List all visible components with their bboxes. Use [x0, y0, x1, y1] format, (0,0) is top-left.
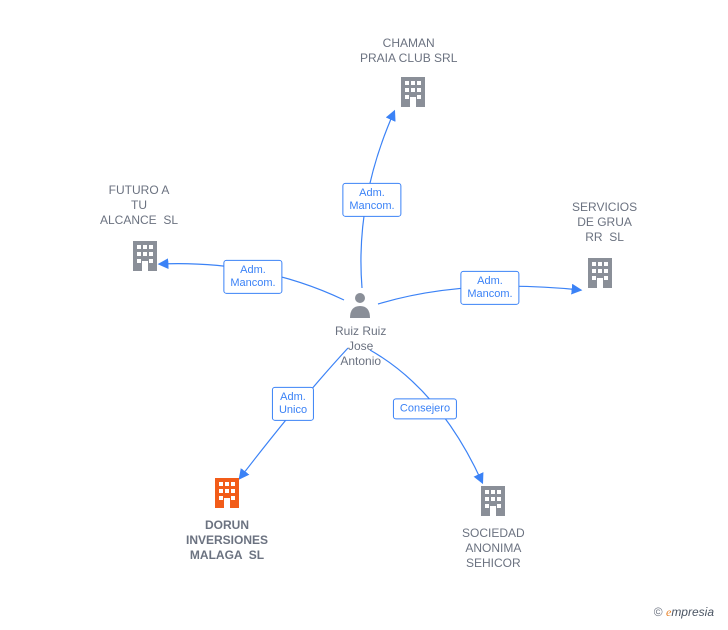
- watermark: © empresia: [654, 605, 714, 620]
- center-node-label: Ruiz Ruiz Jose Antonio: [335, 324, 386, 369]
- edge-label-sociedad: Consejero: [393, 398, 457, 419]
- person-icon: [348, 290, 372, 318]
- node-label-chaman: CHAMAN PRAIA CLUB SRL: [360, 36, 457, 66]
- node-label-servicios: SERVICIOS DE GRUA RR SL: [572, 200, 637, 245]
- edge-label-servicios: Adm. Mancom.: [460, 271, 519, 305]
- node-label-dorun: DORUN INVERSIONES MALAGA SL: [186, 518, 268, 563]
- edge-label-dorun: Adm. Unico: [272, 387, 314, 421]
- building-icon-servicios: [585, 256, 615, 290]
- edge-label-futuro: Adm. Mancom.: [223, 260, 282, 294]
- building-icon-futuro: [130, 239, 160, 273]
- node-label-sociedad: SOCIEDAD ANONIMA SEHICOR: [462, 526, 525, 571]
- building-icon-sociedad: [478, 484, 508, 518]
- watermark-mpresia: mpresia: [671, 605, 714, 619]
- watermark-copyright: ©: [654, 605, 663, 619]
- edge-label-chaman: Adm. Mancom.: [342, 183, 401, 217]
- building-icon-chaman: [398, 75, 428, 109]
- building-icon-dorun: [212, 476, 242, 510]
- node-label-futuro: FUTURO A TU ALCANCE SL: [100, 183, 178, 228]
